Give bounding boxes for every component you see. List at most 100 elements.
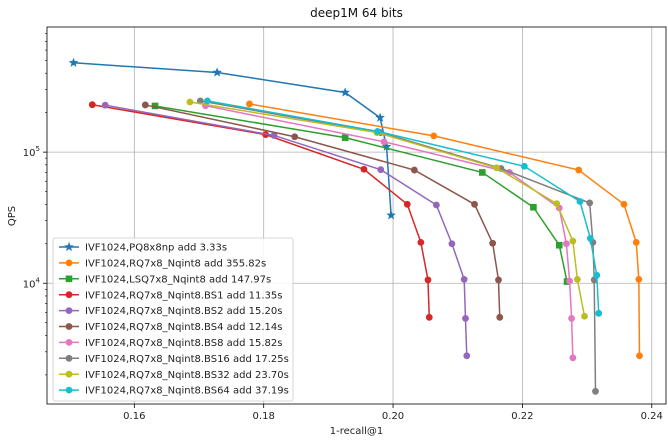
data-point xyxy=(410,166,418,174)
data-point xyxy=(530,203,537,211)
data-point xyxy=(204,97,211,105)
data-point xyxy=(212,67,223,77)
legend-label: IVF1024,RQ7x8_Nqint8 add 355.82s xyxy=(85,259,266,270)
data-point xyxy=(424,276,432,284)
legend-label: IVF1024,RQ7x8_Nqint8.BS32 add 23.70s xyxy=(85,370,289,381)
data-point xyxy=(291,133,299,141)
series-line xyxy=(205,104,574,358)
x-tick-label: 0.16 xyxy=(123,411,145,422)
legend-entry: IVF1024,RQ7x8_Nqint8 add 355.82s xyxy=(59,259,266,270)
data-point xyxy=(493,164,500,172)
data-point xyxy=(593,271,601,279)
legend-label: IVF1024,RQ7x8_Nqint8.BS16 add 17.25s xyxy=(85,354,289,365)
legend-entry: IVF1024,RQ7x8_Nqint8.BS64 add 37.19s xyxy=(59,386,289,397)
legend-marker xyxy=(65,323,73,330)
data-point xyxy=(489,239,497,247)
axes-ticks: 0.16 0.18 0.20 0.22 0.24 104 105 xyxy=(23,33,663,422)
legend-label: IVF1024,PQ8x8np add 3.33s xyxy=(85,243,227,254)
series-line xyxy=(249,103,641,356)
x-axis-title: 1-recall@1 xyxy=(330,426,384,437)
data-point xyxy=(151,102,159,110)
data-point xyxy=(576,198,584,205)
data-point xyxy=(520,162,528,170)
data-point xyxy=(101,101,109,109)
data-point xyxy=(575,166,583,174)
data-point xyxy=(141,101,149,109)
legend-entry: IVF1024,RQ7x8_Nqint8.BS1 add 11.35s xyxy=(59,290,282,301)
legend: IVF1024,PQ8x8np add 3.33s IVF1024,RQ7x8_N… xyxy=(52,237,294,402)
data-point xyxy=(462,314,469,322)
data-point xyxy=(636,352,643,360)
legend-marker xyxy=(65,370,73,378)
data-point xyxy=(568,314,575,322)
data-point xyxy=(460,276,468,283)
legend-label: IVF1024,RQ7x8_Nqint8.BS4 add 12.14s xyxy=(85,322,282,333)
legend-entry: IVF1024,PQ8x8np add 3.33s xyxy=(59,241,227,254)
series-10 xyxy=(204,97,603,317)
legend-marker xyxy=(65,386,73,394)
data-point xyxy=(495,276,502,284)
data-point xyxy=(566,277,574,285)
data-point xyxy=(635,276,643,283)
data-point xyxy=(573,276,581,283)
data-point xyxy=(595,309,603,317)
data-point xyxy=(246,100,253,108)
data-point xyxy=(555,241,563,249)
series-1 xyxy=(68,57,397,220)
data-point xyxy=(380,138,388,146)
x-tick-label: 0.18 xyxy=(253,411,275,422)
x-tick-label: 0.20 xyxy=(382,411,404,422)
series-2 xyxy=(246,100,643,360)
data-point xyxy=(586,199,594,207)
data-point xyxy=(340,87,351,97)
legend-marker xyxy=(65,275,73,283)
data-point xyxy=(403,200,411,208)
data-point xyxy=(417,238,425,246)
data-point xyxy=(425,313,433,321)
legend-entry: IVF1024,RQ7x8_Nqint8.BS4 add 12.14s xyxy=(59,322,282,333)
chart-title: deep1M 64 bits xyxy=(310,6,403,20)
data-point xyxy=(463,352,471,360)
data-point xyxy=(430,132,438,140)
data-point xyxy=(569,354,577,362)
legend-label: IVF1024,RQ7x8_Nqint8.BS64 add 37.19s xyxy=(85,386,289,397)
data-point xyxy=(88,101,96,109)
data-point xyxy=(553,200,561,208)
data-point xyxy=(375,112,386,122)
series-layer xyxy=(68,57,643,395)
legend-marker xyxy=(65,354,73,362)
legend-label: IVF1024,LSQ7x8_Nqint8 add 147.97s xyxy=(85,274,271,285)
y-tick-label: 104 xyxy=(23,276,41,290)
y-axis-title: QPS xyxy=(7,206,18,226)
data-point xyxy=(270,132,278,139)
data-point xyxy=(448,240,456,248)
data-point xyxy=(496,313,504,321)
data-point xyxy=(581,312,588,320)
data-point xyxy=(620,200,628,208)
data-point xyxy=(360,165,368,173)
data-point xyxy=(186,98,194,106)
legend-entry: IVF1024,RQ7x8_Nqint8.BS2 add 15.20s xyxy=(59,306,282,317)
series-6 xyxy=(141,101,504,321)
legend-marker xyxy=(65,307,73,314)
data-point xyxy=(432,201,440,209)
x-tick-label: 0.22 xyxy=(511,411,533,422)
legend-marker xyxy=(65,291,73,299)
plot-frame xyxy=(46,26,667,405)
data-point xyxy=(569,237,577,245)
data-point xyxy=(68,57,79,67)
data-point xyxy=(479,169,486,176)
legend-entry: IVF1024,RQ7x8_Nqint8.BS8 add 15.82s xyxy=(59,338,282,349)
data-point xyxy=(341,134,349,141)
legend-box xyxy=(52,237,294,402)
legend-label: IVF1024,RQ7x8_Nqint8.BS8 add 15.82s xyxy=(85,338,282,349)
series-5 xyxy=(101,101,471,360)
series-line xyxy=(73,62,392,216)
data-point xyxy=(592,387,599,395)
data-point xyxy=(386,210,397,220)
data-point xyxy=(471,200,478,208)
y-tick-label: 105 xyxy=(23,145,40,159)
data-point xyxy=(374,127,381,135)
data-point xyxy=(196,97,204,105)
